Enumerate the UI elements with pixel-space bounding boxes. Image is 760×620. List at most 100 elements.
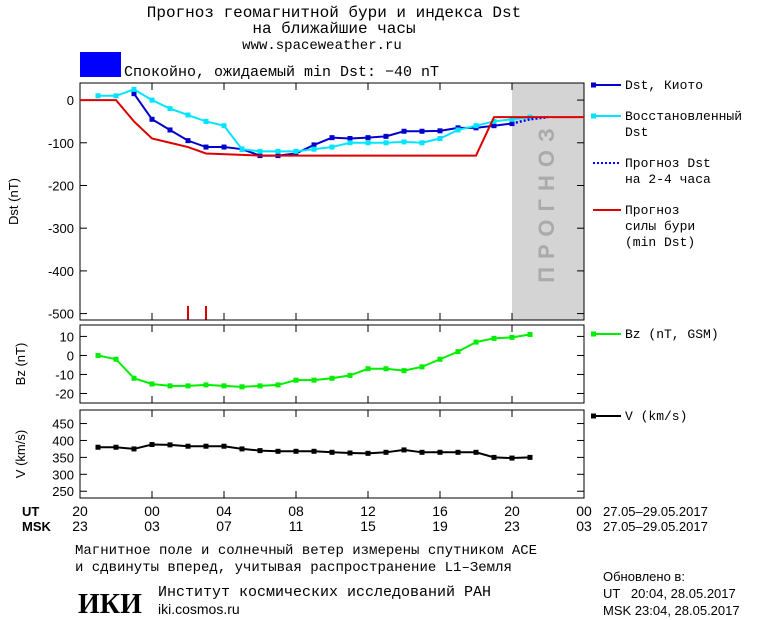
- y-axis-label: Bz (nT): [13, 343, 28, 386]
- x-tick-label: 08: [288, 503, 304, 519]
- series-marker: [455, 449, 461, 455]
- series-marker: [149, 442, 155, 448]
- series-marker: [239, 146, 245, 152]
- y-tick-label: 300: [52, 467, 74, 482]
- x-tick-label: 12: [360, 503, 376, 519]
- legend-marker: [591, 413, 596, 419]
- legend-text: Bz (nT, GSM): [625, 327, 719, 342]
- y-tick-label: 400: [52, 433, 74, 448]
- series-marker: [365, 366, 371, 372]
- series-marker: [185, 112, 191, 118]
- series-marker: [365, 135, 371, 141]
- series-marker: [365, 140, 371, 146]
- x-row-label: MSK: [22, 519, 52, 534]
- series-marker: [221, 383, 227, 389]
- series-marker: [311, 377, 317, 383]
- x-tick-label: 03: [144, 518, 160, 534]
- series-marker: [473, 339, 479, 345]
- status-box: [80, 52, 121, 77]
- panel-frame: [79, 409, 585, 499]
- series-marker: [275, 148, 281, 154]
- series-marker: [239, 384, 245, 390]
- series-marker: [203, 144, 209, 150]
- series-marker: [383, 449, 389, 455]
- y-axis-label: V (km/s): [13, 430, 28, 478]
- y-tick-label: -20: [55, 386, 74, 401]
- series-marker: [329, 375, 335, 381]
- series-marker: [527, 454, 533, 460]
- series-marker: [275, 448, 281, 454]
- series-marker: [167, 383, 173, 389]
- updated-label: Обновлено в:: [603, 569, 685, 584]
- y-tick-label: -100: [48, 136, 74, 151]
- y-axis-label: Dst (nT): [6, 178, 21, 225]
- x-tick-label: 04: [216, 503, 232, 519]
- x-tick-label: 03: [576, 518, 592, 534]
- series-marker: [437, 136, 443, 142]
- footer-note: и сдвинуты вперед, учитывая распростране…: [75, 560, 512, 576]
- series-marker: [203, 443, 209, 449]
- forecast-label: ПРОГНОЗ: [534, 120, 559, 283]
- institute: Институт космических исследований РАН: [158, 584, 491, 601]
- series-marker: [311, 448, 317, 454]
- series-marker: [347, 450, 353, 456]
- y-tick-label: 0: [67, 348, 74, 363]
- series-marker: [365, 450, 371, 456]
- y-tick-label: 450: [52, 417, 74, 432]
- x-tick-label: 23: [72, 518, 88, 534]
- series-marker: [401, 368, 407, 374]
- legend-marker: [591, 331, 596, 337]
- series-marker: [329, 449, 335, 455]
- legend-marker: [591, 82, 596, 88]
- series-marker: [383, 140, 389, 146]
- series-marker: [167, 127, 173, 133]
- series-marker: [167, 106, 173, 112]
- series-marker: [95, 352, 101, 358]
- y-tick-label: -200: [48, 178, 74, 193]
- series-marker: [527, 332, 533, 338]
- series-marker: [491, 118, 497, 124]
- series-marker: [455, 349, 461, 355]
- series-marker: [149, 116, 155, 122]
- panel-frame: [79, 82, 585, 321]
- series-marker: [437, 449, 443, 455]
- x-tick-label: 20: [72, 503, 88, 519]
- series-marker: [491, 123, 497, 129]
- series-marker: [131, 446, 137, 452]
- series-marker: [437, 128, 443, 134]
- series-marker: [185, 138, 191, 144]
- series-marker: [131, 91, 137, 97]
- series-marker: [383, 366, 389, 372]
- y-tick-label: 350: [52, 450, 74, 465]
- series-marker: [149, 97, 155, 103]
- legend-text: Восстановленный Dst: [625, 109, 742, 140]
- series-marker: [293, 377, 299, 383]
- x-tick-label: 07: [216, 518, 232, 534]
- series-marker: [95, 93, 101, 99]
- series-marker: [491, 454, 497, 460]
- series-marker: [293, 148, 299, 154]
- status-text: Спокойно, ожидаемый min Dst: −40 nT: [124, 64, 439, 81]
- series-marker: [419, 364, 425, 370]
- series-marker: [401, 447, 407, 453]
- series-marker: [473, 449, 479, 455]
- series-marker: [491, 335, 497, 341]
- series-marker: [509, 116, 515, 122]
- series-marker: [347, 372, 353, 378]
- series-marker: [293, 448, 299, 454]
- legend-marker: [591, 113, 596, 119]
- x-tick-label: 00: [576, 503, 592, 519]
- series-marker: [257, 383, 263, 389]
- x-tick-label: 16: [432, 503, 448, 519]
- series-marker: [113, 444, 119, 450]
- series-marker: [203, 118, 209, 124]
- x-tick-label: 23: [504, 518, 520, 534]
- url: www.spaceweather.ru: [242, 38, 402, 54]
- series-marker: [401, 128, 407, 134]
- series-marker: [113, 93, 119, 99]
- series-marker: [419, 449, 425, 455]
- y-tick-label: -10: [55, 367, 74, 382]
- series-marker: [401, 139, 407, 145]
